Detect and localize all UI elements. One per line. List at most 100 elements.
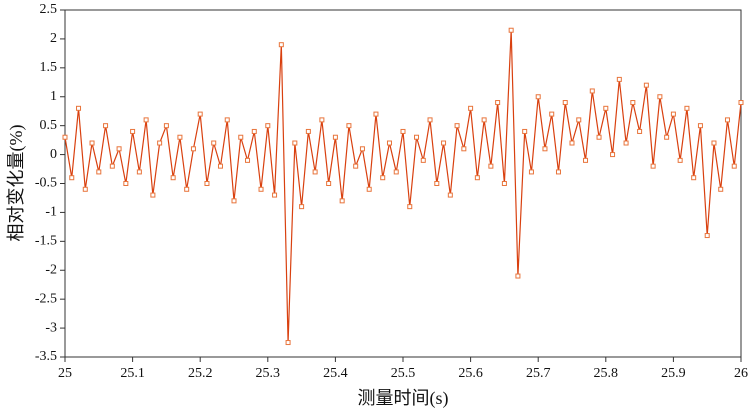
data-marker [664,134,670,140]
data-marker [136,169,142,175]
data-marker [724,117,730,123]
y-tick-label: 2 [50,31,57,46]
data-marker [130,128,136,134]
data-marker [245,157,251,163]
data-marker [603,105,609,111]
data-marker [116,146,122,152]
data-marker [150,192,156,198]
data-marker [711,140,717,146]
x-tick-label: 25.5 [391,366,416,381]
data-marker [319,117,325,123]
data-marker [528,169,534,175]
data-marker [170,175,176,181]
x-tick-label: 26 [734,366,748,381]
data-marker [272,192,278,198]
data-marker [359,146,365,152]
x-tick-label: 25.2 [188,366,213,381]
data-marker [251,128,257,134]
data-marker [143,117,149,123]
data-marker [258,186,264,192]
data-marker [420,157,426,163]
data-marker [278,42,284,48]
x-tick-label: 25.3 [256,366,281,381]
data-marker [555,169,561,175]
data-marker [677,157,683,163]
data-marker [217,163,223,169]
data-marker [461,146,467,152]
data-marker [488,163,494,169]
data-marker [353,163,359,169]
data-marker [596,134,602,140]
data-marker [637,128,643,134]
x-tick-label: 25.9 [661,366,686,381]
data-marker [386,140,392,146]
data-marker [691,175,697,181]
data-marker [630,100,636,106]
x-tick-label: 25.6 [458,366,483,381]
data-marker [697,123,703,129]
x-tick-label: 25.4 [323,366,348,381]
data-marker [576,117,582,123]
y-tick-label: -3 [45,320,57,335]
data-marker [326,181,332,186]
x-tick-label: 25.7 [526,366,551,381]
data-marker [583,157,589,163]
data-marker [400,128,406,134]
data-marker [474,175,480,181]
data-marker [454,123,460,129]
data-marker [123,181,129,186]
data-marker [447,192,453,198]
data-marker [549,111,555,117]
data-marker [495,100,501,106]
data-marker [109,163,115,169]
y-tick-label: 0 [50,147,57,162]
data-marker [650,163,656,169]
data-marker [589,88,595,94]
data-marker [211,140,217,146]
plot-frame [64,9,742,358]
data-marker [82,186,88,192]
y-tick-label: -1.5 [35,234,57,249]
data-marker [704,233,710,239]
data-marker [373,111,379,117]
y-tick-label: -0.5 [35,176,57,191]
data-marker [535,94,541,100]
y-tick-label: -2.5 [35,291,57,306]
data-marker [434,181,440,186]
data-marker [718,186,724,192]
data-marker [238,134,244,140]
x-axis-label: 测量时间(s) [358,388,449,409]
x-tick-label: 25.1 [120,366,145,381]
data-marker [670,111,676,117]
data-marker [468,105,474,111]
data-marker [177,134,183,140]
y-tick-label: -1 [45,205,57,220]
y-tick-label: 1.5 [40,60,58,75]
data-marker [380,175,386,181]
data-marker [285,340,291,346]
y-axis-label: 相对变化量(%) [6,125,27,242]
data-marker [184,186,190,192]
y-tick-label: 2.5 [40,2,58,17]
data-marker [299,204,305,210]
data-marker [265,123,271,129]
data-marker [623,140,629,146]
data-marker [332,134,338,140]
data-marker [610,152,616,158]
data-marker [366,186,372,192]
data-marker [204,181,210,186]
data-marker [305,128,311,134]
data-marker [522,128,528,134]
data-marker [407,204,413,210]
data-marker [501,181,507,186]
data-marker [657,94,663,100]
data-marker [339,198,345,204]
y-tick-label: 1 [50,89,57,104]
data-marker [69,175,75,181]
data-marker [163,123,169,129]
data-marker [643,82,649,88]
data-marker [224,117,230,123]
data-marker [684,105,690,111]
data-marker [346,123,352,129]
